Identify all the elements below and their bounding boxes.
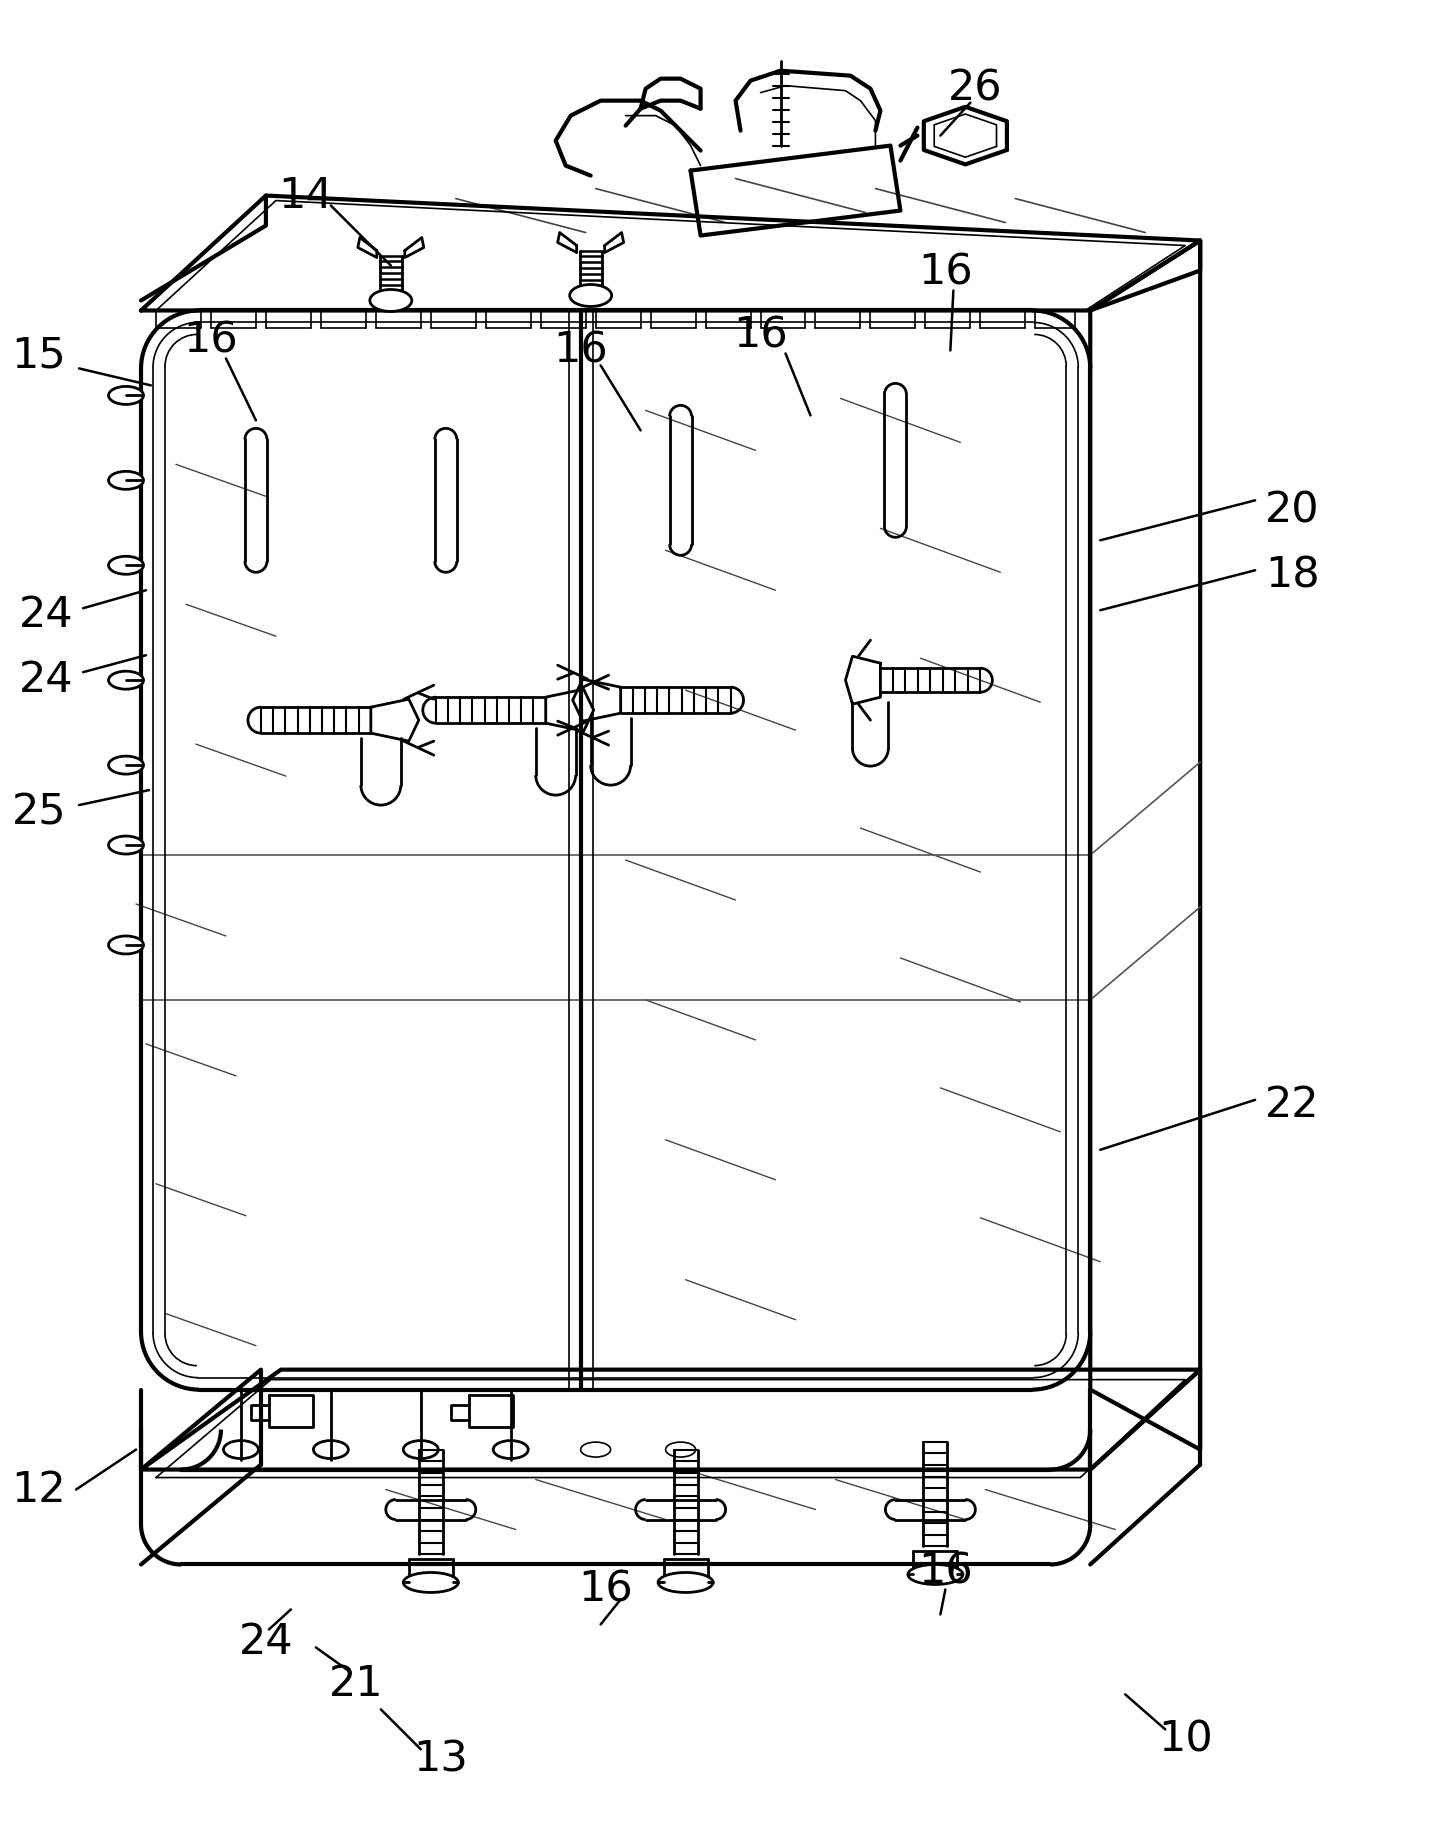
Ellipse shape [313,1440,349,1458]
Text: 12: 12 [11,1469,66,1511]
Ellipse shape [403,1573,459,1593]
Text: 25: 25 [11,791,66,833]
Text: 14: 14 [279,175,333,217]
Ellipse shape [659,1573,713,1593]
Ellipse shape [907,1564,963,1584]
Text: 13: 13 [413,1739,469,1781]
Ellipse shape [109,935,143,953]
Ellipse shape [109,472,143,489]
Text: 16: 16 [917,1551,973,1593]
Text: 16: 16 [733,314,787,357]
Text: 18: 18 [1265,554,1320,596]
Ellipse shape [370,290,412,312]
Text: 24: 24 [239,1621,293,1663]
Ellipse shape [109,757,143,775]
Text: 16: 16 [917,252,973,294]
Ellipse shape [580,1442,610,1457]
Ellipse shape [666,1442,696,1457]
Ellipse shape [109,556,143,574]
Text: 26: 26 [947,67,1003,109]
Ellipse shape [109,386,143,405]
Text: 21: 21 [329,1663,383,1705]
Text: 24: 24 [19,594,73,636]
Ellipse shape [223,1440,259,1458]
Text: 16: 16 [553,330,609,372]
Ellipse shape [403,1440,439,1458]
Text: 16: 16 [579,1568,633,1610]
Ellipse shape [570,284,612,306]
Text: 24: 24 [19,660,73,702]
Text: 10: 10 [1157,1719,1213,1761]
Text: 15: 15 [11,334,66,376]
Text: 22: 22 [1265,1085,1319,1127]
Ellipse shape [493,1440,529,1458]
Text: 16: 16 [183,319,239,361]
Text: 20: 20 [1265,489,1320,530]
Ellipse shape [109,671,143,689]
Ellipse shape [109,837,143,853]
